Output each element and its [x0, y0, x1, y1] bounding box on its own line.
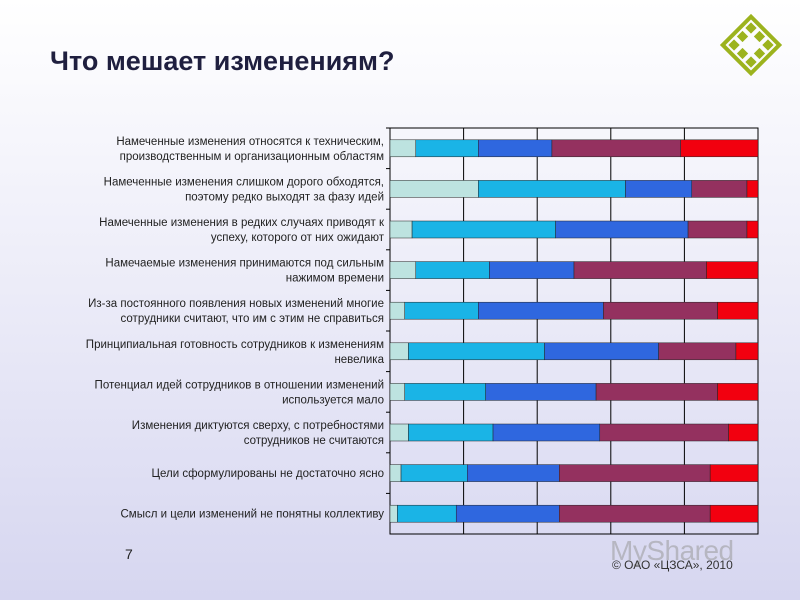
bar-segment [717, 301, 759, 320]
bar-segment [389, 261, 417, 279]
bar-segment [599, 423, 729, 442]
category-label: Цели сформулированы не достаточно ясно [151, 468, 384, 480]
bar-segment [467, 464, 560, 482]
bar-segment [389, 180, 479, 198]
category-label: поэтому редко выходят за фазу идей [185, 191, 384, 203]
bar-segment [625, 180, 693, 198]
bar-segment [559, 464, 711, 482]
category-label: Намечаемые изменения принимаются под сил… [105, 258, 384, 270]
bar-segment [389, 301, 405, 320]
bar-segment [389, 342, 409, 361]
bar-segment [735, 342, 759, 361]
bar-segment [728, 423, 759, 442]
bar-segment [709, 504, 759, 523]
category-label: Намеченные изменения в редких случаях пр… [99, 217, 385, 229]
bar-segment [404, 383, 486, 401]
category-label: успеху, которого от них ожидают [211, 232, 385, 244]
company-logo-icon [719, 13, 783, 77]
bar-segment [411, 220, 556, 239]
bar-segment [551, 139, 681, 158]
bar-segment [658, 342, 737, 361]
bar-segment [746, 180, 759, 198]
page-title: Что мешает изменениям? [50, 46, 395, 76]
watermark: MyShared [610, 535, 734, 566]
bar-segment [709, 464, 759, 482]
bar-segment [389, 423, 409, 442]
bar-segment [559, 504, 711, 523]
slide-number: 7 [125, 546, 133, 562]
bar-segment [415, 261, 490, 279]
copyright-text: © ОАО «ЦЗСА», 2010 [612, 558, 733, 572]
category-label: невелика [334, 354, 384, 366]
bar-segment [485, 383, 597, 401]
bar-segment [404, 301, 479, 320]
bar-segment [415, 139, 479, 158]
bar-segment [746, 220, 759, 239]
bar-segment [603, 301, 718, 320]
bar-segment [478, 139, 553, 158]
bar-segment [573, 261, 707, 279]
bar-segment [389, 383, 405, 401]
category-label: используется мало [282, 394, 384, 406]
bar-segment [555, 220, 689, 239]
bar-segment [717, 383, 759, 401]
bar-segment [389, 504, 398, 523]
bar-segment [478, 180, 626, 198]
category-label: сотрудники считают, что им с этим не спр… [121, 313, 384, 325]
bar-segment [706, 261, 759, 279]
bar-segment [489, 261, 575, 279]
bar-segment [397, 504, 457, 523]
category-label: Потенциал идей сотрудников в отношении и… [95, 379, 384, 391]
category-label: Намеченные изменения слишком дорого обхо… [104, 176, 384, 188]
category-label: Изменения диктуются сверху, с потребност… [132, 420, 384, 432]
bar-segment [389, 464, 402, 482]
bar-segment [389, 220, 413, 239]
bar-segment [400, 464, 468, 482]
bar-segment [478, 301, 604, 320]
bar-segment [389, 139, 417, 158]
category-label: Намеченные изменения относятся к техниче… [116, 136, 384, 148]
bar-segment [691, 180, 748, 198]
bar-segment [408, 423, 494, 442]
category-label: Принципиальная готовность сотрудников к … [86, 339, 384, 351]
category-label: Смысл и цели изменений не понятны коллек… [121, 509, 385, 521]
bar-segment [455, 504, 560, 523]
bar-segment [680, 139, 759, 158]
bar-segment [544, 342, 659, 361]
bar-segment [595, 383, 718, 401]
bar-segment [492, 423, 601, 442]
bar-segment [408, 342, 545, 361]
category-label: Из-за постоянного появления новых измене… [88, 298, 384, 310]
category-label: производственным и организационным облас… [120, 151, 384, 163]
category-label: сотрудников не считаются [244, 435, 384, 447]
bar-segment [687, 220, 748, 239]
category-label: нажимом времени [286, 273, 384, 285]
